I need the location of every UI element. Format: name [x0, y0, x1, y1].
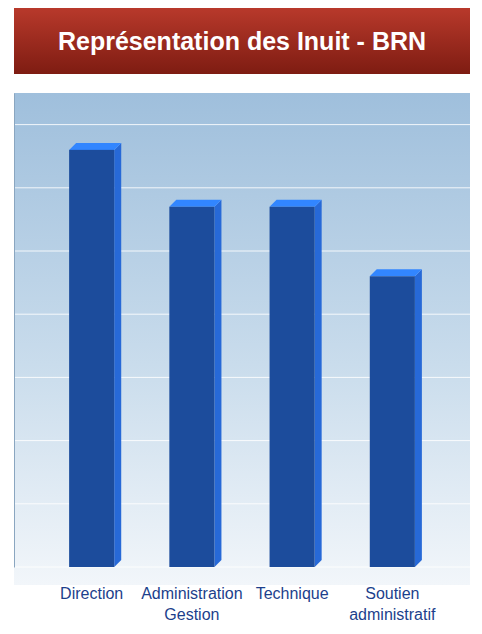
x-axis: Direction AdministrationGestion Technique S… [60, 585, 436, 623]
axis-line [14, 94, 15, 568]
y-axis [14, 94, 16, 568]
category-label: Technique [256, 585, 329, 602]
plot-background [14, 93, 470, 585]
category-label: Soutienadministratif [349, 585, 436, 623]
title-banner [14, 8, 470, 74]
grid [14, 125, 470, 567]
bar [270, 207, 315, 567]
bar [370, 276, 415, 567]
bar [169, 207, 214, 567]
category-label: Direction [60, 585, 123, 602]
bar-top [69, 143, 121, 150]
chart: Représentation des Inuit - BRN Direction A… [0, 0, 482, 634]
bars [69, 143, 422, 567]
bar-side [214, 200, 221, 567]
grid-line [14, 124, 470, 125]
bar-side [114, 143, 121, 567]
bar-side [315, 200, 322, 567]
tick: Soutienadministratif [349, 585, 436, 623]
category-label: AdministrationGestion [141, 585, 242, 623]
bar-top [370, 269, 422, 276]
bar-top [270, 200, 322, 207]
bar [69, 150, 114, 567]
title: Représentation des Inuit - BRN [58, 27, 426, 55]
tick: Direction [60, 585, 123, 602]
bar-top [169, 200, 221, 207]
tick: AdministrationGestion [141, 585, 242, 623]
bar-side [415, 269, 422, 567]
tick: Technique [256, 585, 329, 602]
